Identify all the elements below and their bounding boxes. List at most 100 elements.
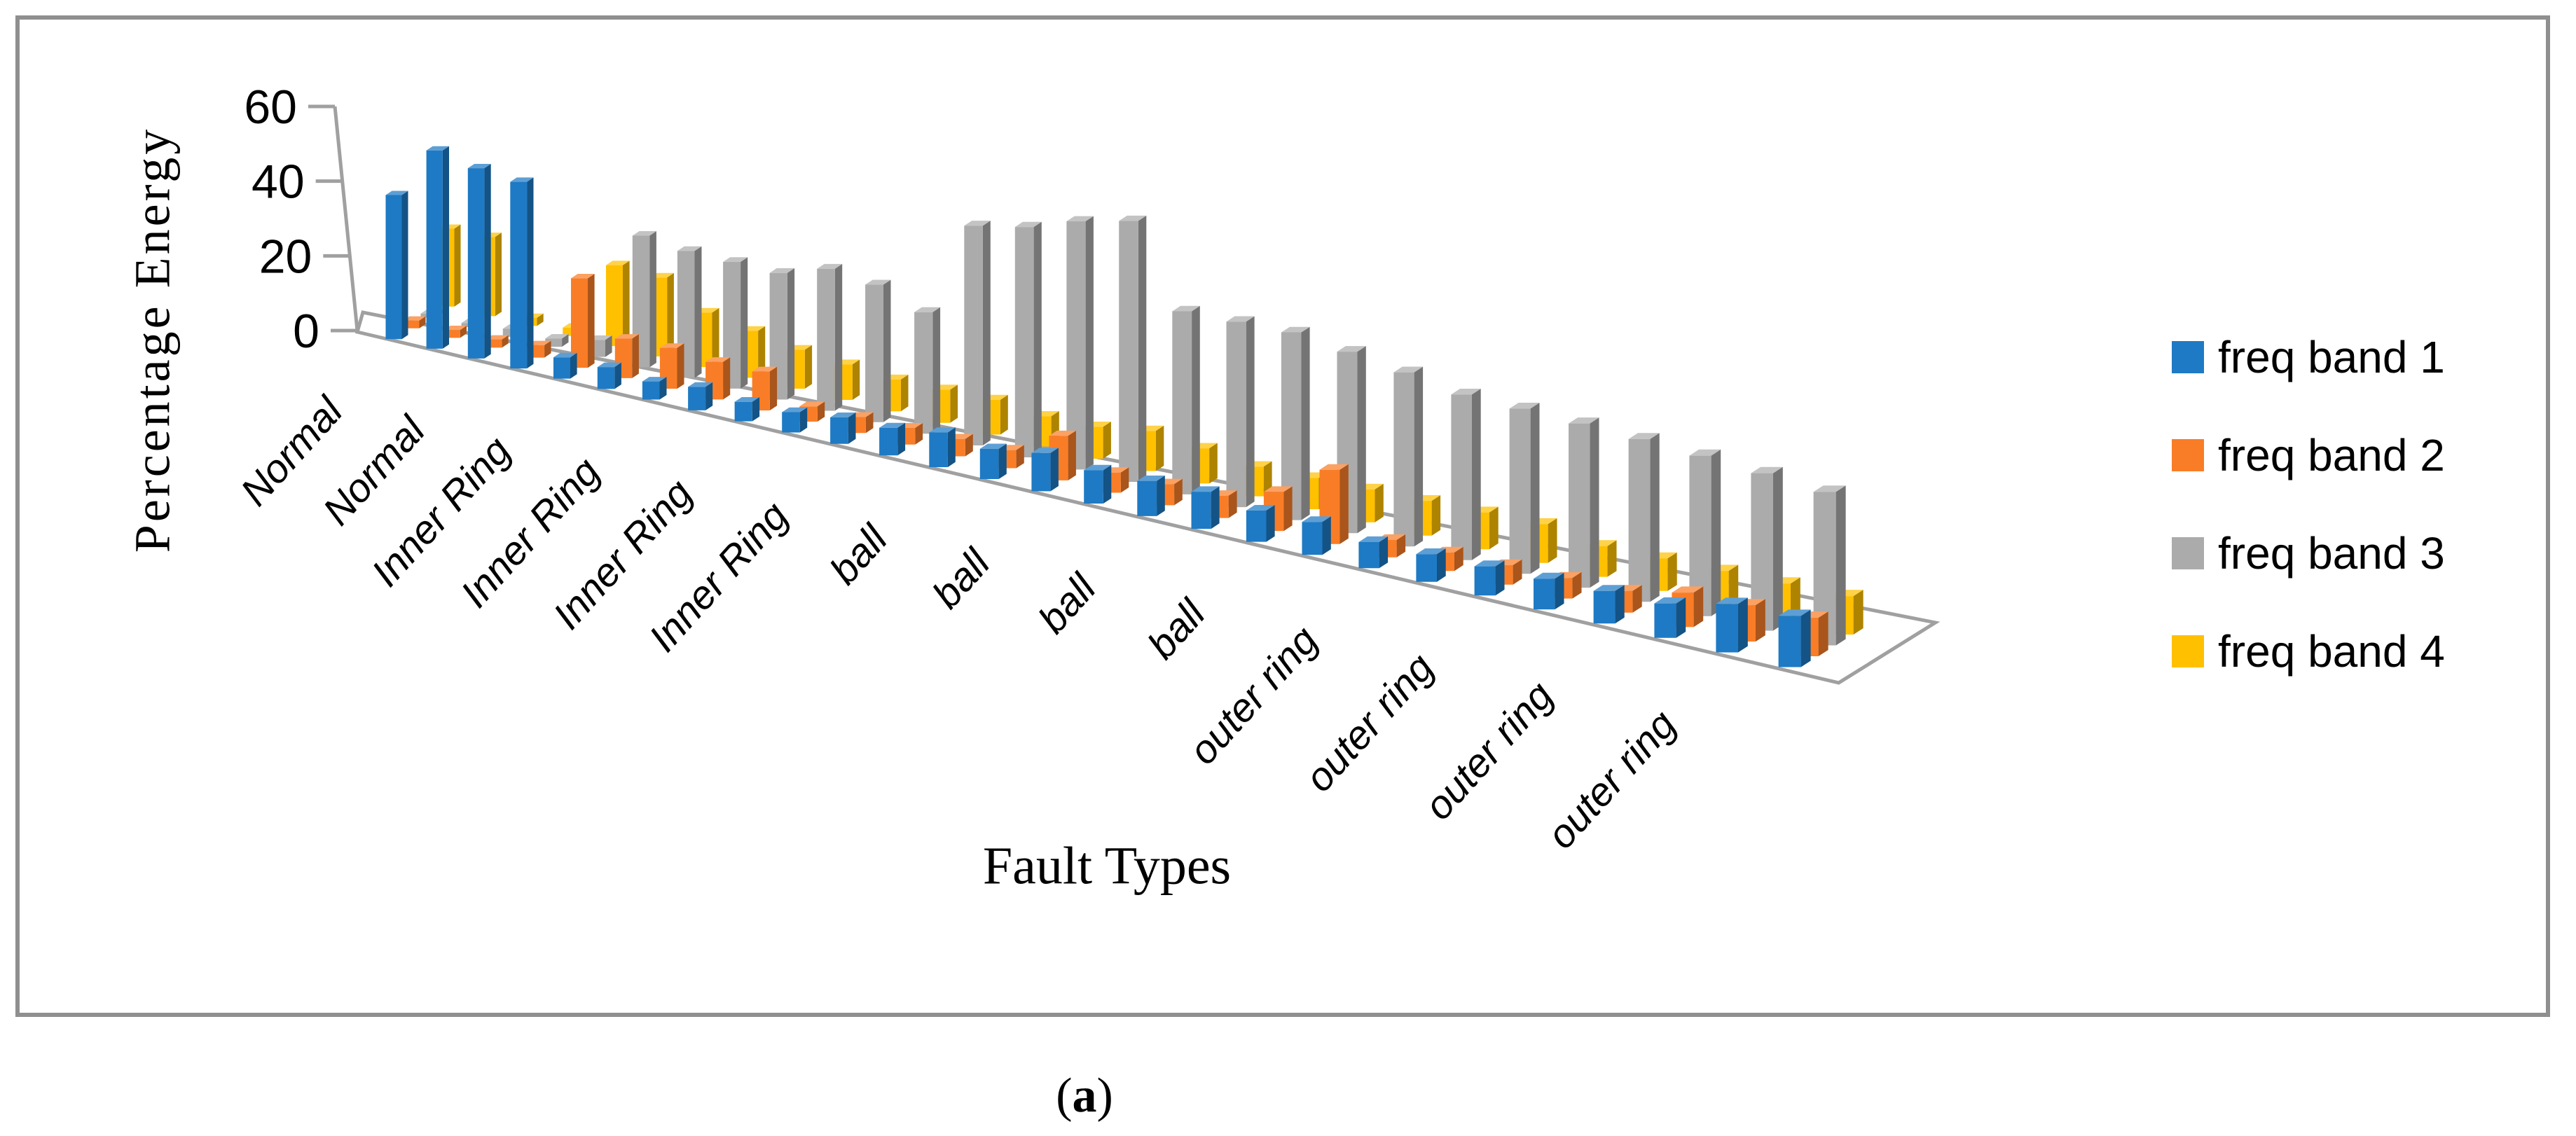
- bar-top-face: [1014, 221, 1042, 228]
- bar-side-face: [1266, 505, 1275, 542]
- bar-front-face: [1778, 616, 1801, 667]
- bar-side-face: [401, 191, 408, 340]
- bar-side-face: [632, 334, 639, 378]
- legend-item-freq-band-3: freq band 3: [2172, 531, 2445, 576]
- bar-front-face: [1031, 452, 1051, 492]
- bar-side-face: [1711, 449, 1721, 616]
- bar-front-face: [467, 168, 485, 359]
- bar-freq-band-3-cat-10: [865, 279, 891, 422]
- bar-top-face: [1319, 464, 1349, 470]
- bar-front-face: [1137, 480, 1157, 516]
- bar-top-face: [705, 357, 731, 362]
- bar-front-face: [606, 265, 623, 347]
- bar-top-face: [597, 362, 621, 368]
- bar-side-face: [614, 362, 621, 389]
- bar-top-face: [545, 334, 569, 339]
- bar-freq-band-3-cat-25: [1689, 449, 1721, 616]
- bar-side-face: [965, 434, 973, 457]
- legend-label-freq-band-1: freq band 1: [2218, 332, 2445, 382]
- bar-freq-band-1-cat-25: [1654, 597, 1686, 638]
- bar-side-face: [915, 423, 923, 445]
- bar-top-face: [830, 413, 856, 417]
- bar-freq-band-1-cat-1: [426, 146, 449, 349]
- bar-top-face: [1534, 572, 1564, 579]
- legend-swatch-freq-band-3: [2172, 537, 2204, 569]
- bar-side-face: [1283, 486, 1293, 532]
- bar-top-face: [1716, 597, 1748, 604]
- bar-freq-band-1-cat-17: [1191, 486, 1220, 529]
- bar-top-face: [1137, 476, 1165, 481]
- bar-top-face: [571, 274, 595, 279]
- bar-top-face: [979, 443, 1007, 449]
- bar-side-face: [544, 340, 551, 358]
- bar-side-face: [1375, 483, 1384, 522]
- x-tick-label-22: outer ring: [1297, 645, 1443, 801]
- bar-top-face: [1474, 560, 1505, 567]
- bar-front-face: [1191, 492, 1211, 529]
- x-axis-title: Fault Types: [982, 836, 1232, 896]
- bar-freq-band-1-cat-0: [385, 191, 408, 340]
- bar-top-face: [1246, 505, 1275, 511]
- bar-side-face: [442, 146, 449, 349]
- bar-top-face: [1813, 485, 1846, 492]
- bar-front-face: [1716, 604, 1738, 653]
- bar-top-face: [1689, 449, 1721, 456]
- legend-label-freq-band-3: freq band 3: [2218, 528, 2445, 579]
- bar-side-face: [460, 326, 467, 338]
- bar-side-face: [1818, 611, 1828, 656]
- bar-top-face: [614, 334, 639, 339]
- bar-top-face: [1751, 466, 1783, 473]
- bar-side-face: [1209, 443, 1218, 484]
- bar-side-face: [804, 345, 813, 389]
- y-axis-line: [333, 106, 359, 331]
- bar-side-face: [419, 316, 426, 328]
- x-tick-label-20: outer ring: [1180, 618, 1327, 773]
- bar-freq-band-1-cat-9: [782, 407, 808, 433]
- bar-freq-band-2-cat-7: [705, 357, 731, 400]
- bar-side-face: [502, 335, 509, 348]
- bar-front-face: [1119, 221, 1138, 482]
- bar-side-face: [1667, 552, 1677, 591]
- bar-top-face: [642, 377, 667, 382]
- caption-open-paren: (: [1056, 1069, 1073, 1123]
- bar-side-face: [817, 401, 825, 422]
- bar-freq-band-1-cat-23: [1534, 572, 1564, 610]
- x-tick-label-26: outer ring: [1538, 702, 1685, 857]
- bar-top-face: [443, 326, 467, 331]
- legend-swatch-freq-band-1: [2172, 341, 2204, 373]
- legend-swatch-freq-band-4: [2172, 635, 2204, 667]
- bar-freq-band-4-cat-4: [606, 261, 630, 347]
- bar-top-face: [1509, 403, 1540, 409]
- bar-side-face: [1572, 572, 1582, 599]
- bar-side-face: [1650, 433, 1660, 602]
- bar-side-face: [998, 443, 1007, 479]
- bar-side-face: [562, 334, 569, 347]
- bar-side-face: [900, 374, 909, 412]
- bar-freq-band-3-cat-20: [1393, 366, 1424, 547]
- bar-front-face: [553, 357, 570, 379]
- bar-top-face: [1358, 536, 1389, 542]
- bar-freq-band-3-cat-26: [1751, 466, 1783, 631]
- bar-freq-band-3-cat-22: [1509, 403, 1540, 574]
- bar-top-face: [385, 191, 408, 195]
- bar-front-face: [1751, 473, 1773, 631]
- bar-side-face: [1155, 425, 1164, 471]
- bar-freq-band-3-cat-18: [1281, 326, 1310, 520]
- bar-side-face: [1228, 490, 1237, 518]
- bar-top-face: [1119, 215, 1147, 221]
- bar-top-face: [677, 246, 702, 251]
- bar-freq-band-2-cat-4: [571, 274, 595, 368]
- bar-front-face: [1654, 603, 1676, 638]
- bar-top-face: [1302, 516, 1331, 522]
- bar-top-face: [659, 343, 684, 348]
- bar-front-face: [1084, 470, 1103, 504]
- bar-side-face: [1454, 546, 1463, 572]
- bar-freq-band-3-cat-12: [964, 221, 991, 445]
- bar-top-face: [1416, 548, 1446, 555]
- bar-side-face: [1103, 422, 1111, 459]
- bar-freq-band-1-cat-26: [1716, 597, 1748, 653]
- bar-side-face: [1472, 389, 1481, 560]
- bar-freq-band-1-cat-8: [734, 397, 760, 422]
- bar-side-face: [752, 397, 760, 422]
- bar-side-face: [932, 307, 941, 434]
